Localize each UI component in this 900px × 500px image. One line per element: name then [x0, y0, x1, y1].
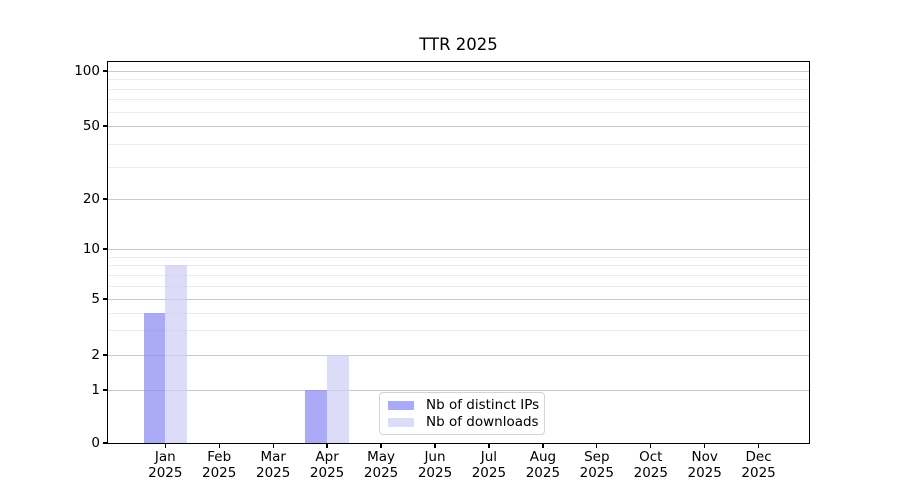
gridline-minor-9: [108, 256, 809, 258]
x-tick-may: [380, 443, 382, 448]
y-tick-label-50: 50: [82, 118, 100, 134]
x-tick-label-apr: Apr 2025: [309, 449, 345, 481]
y-tick-label-20: 20: [82, 191, 100, 207]
x-tick-label-nov: Nov 2025: [687, 449, 722, 481]
legend-label-downloads: Nb of downloads: [426, 414, 539, 430]
y-tick-label-5: 5: [91, 291, 100, 307]
gridline-minor-30: [108, 166, 809, 168]
y-tick-100: [102, 70, 108, 72]
x-tick-label-dec: Dec 2025: [741, 449, 776, 481]
gridline-minor-3: [108, 330, 809, 332]
x-tick-sep: [596, 443, 598, 448]
gridline-minor-7: [108, 274, 809, 276]
gridline-minor-8: [108, 265, 809, 267]
gridline-major-50: [108, 126, 809, 127]
gridline-minor-40: [108, 143, 809, 145]
y-tick-0: [102, 442, 108, 444]
gridline-major-10: [108, 249, 809, 250]
legend-row: Nb of distinct IPs: [388, 397, 544, 414]
gridline-minor-60: [108, 111, 809, 113]
x-tick-mar: [272, 443, 274, 448]
y-tick-5: [102, 298, 108, 300]
gridline-minor-80: [108, 88, 809, 90]
legend-row: Nb of downloads: [388, 414, 544, 431]
chart-title: TTR 2025: [419, 35, 498, 54]
gridline-major-100: [108, 71, 809, 72]
x-tick-label-jan: Jan 2025: [148, 449, 183, 481]
y-tick-label-1: 1: [91, 382, 100, 398]
x-tick-label-jun: Jun 2025: [417, 449, 453, 481]
y-tick-label-100: 100: [74, 63, 100, 79]
gridline-minor-90: [108, 79, 809, 81]
bar-apr-nb-of-downloads: [327, 355, 349, 443]
x-tick-label-aug: Aug 2025: [525, 449, 561, 481]
y-tick-label-2: 2: [91, 347, 100, 363]
x-tick-jun: [434, 443, 436, 448]
legend-swatch-downloads: [388, 418, 414, 427]
y-tick-1: [102, 389, 108, 391]
plot-border: [107, 61, 810, 444]
x-tick-label-feb: Feb 2025: [202, 449, 237, 481]
x-tick-jul: [488, 443, 490, 448]
gridline-minor-70: [108, 99, 809, 101]
y-tick-2: [102, 354, 108, 356]
x-tick-label-jul: Jul 2025: [471, 449, 507, 481]
x-tick-label-may: May 2025: [363, 449, 399, 481]
y-tick-10: [102, 248, 108, 250]
gridline-minor-4: [108, 312, 809, 314]
y-tick-label-0: 0: [91, 435, 100, 451]
y-tick-label-10: 10: [82, 241, 100, 257]
plot-area: Nb of distinct IPs Nb of downloads: [107, 61, 810, 444]
x-tick-label-sep: Sep 2025: [579, 449, 614, 481]
bar-apr-nb-of-distinct-ips: [305, 390, 328, 443]
gridline-major-20: [108, 199, 809, 200]
x-tick-label-oct: Oct 2025: [633, 449, 668, 481]
x-tick-label-mar: Mar 2025: [256, 449, 291, 481]
gridline-major-1: [108, 390, 809, 391]
x-tick-feb: [218, 443, 220, 448]
x-tick-jan: [164, 443, 166, 448]
gridline-major-5: [108, 299, 809, 300]
legend-label-distinct-ips: Nb of distinct IPs: [426, 397, 540, 413]
x-tick-oct: [650, 443, 652, 448]
x-tick-nov: [704, 443, 706, 448]
legend-swatch-distinct-ips: [388, 401, 414, 410]
x-tick-apr: [326, 443, 328, 448]
legend: Nb of distinct IPs Nb of downloads: [379, 392, 545, 435]
bar-jan-nb-of-distinct-ips: [143, 312, 166, 443]
gridline-minor-6: [108, 285, 809, 287]
bar-jan-nb-of-downloads: [165, 265, 188, 443]
y-tick-50: [102, 125, 108, 127]
x-tick-dec: [757, 443, 760, 448]
x-tick-aug: [542, 443, 544, 448]
gridline-major-2: [108, 355, 809, 356]
y-tick-20: [102, 198, 108, 200]
